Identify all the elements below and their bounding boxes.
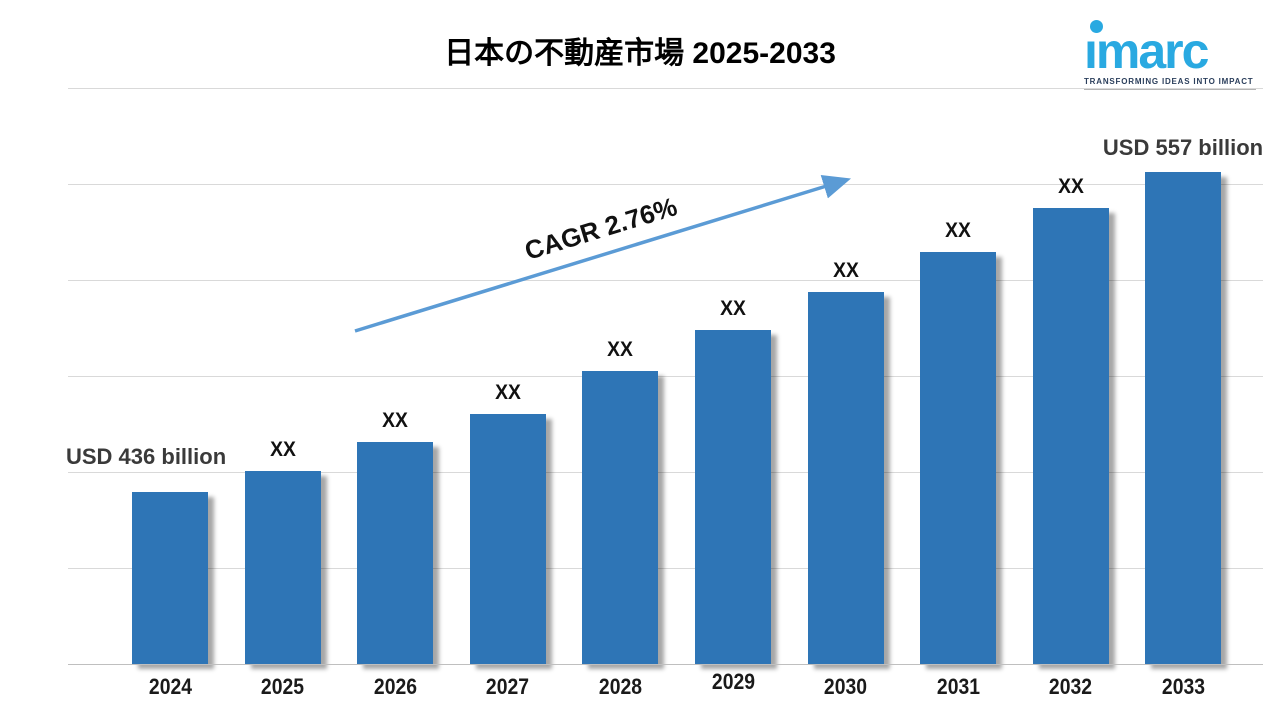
logo-i-dot-icon <box>1090 20 1103 33</box>
bar-2030 <box>807 292 884 664</box>
bar-2032 <box>1032 208 1109 664</box>
gridline <box>68 568 1263 569</box>
bar-2031 <box>920 252 997 664</box>
bar-2028 <box>582 371 659 664</box>
logo-tagline: TRANSFORMING IDEAS INTO IMPACT <box>1084 77 1254 86</box>
first-bar-value-label: USD 436 billion <box>66 444 227 469</box>
x-axis-label-2024: 2024 <box>148 674 192 699</box>
imarc-logo: ımarc TRANSFORMING IDEAS INTO IMPACT <box>1084 12 1264 90</box>
x-axis-label-2033: 2033 <box>1161 674 1205 699</box>
bar-value-label-2028: XX <box>607 338 634 361</box>
bar-2027 <box>469 414 546 664</box>
gridline <box>68 88 1263 89</box>
bar-2024 <box>132 492 208 664</box>
x-axis-line <box>68 664 1263 665</box>
bar-value-label-2032: XX <box>1057 175 1084 198</box>
bar-2026 <box>357 442 434 664</box>
cagr-trend-arrow-icon <box>354 174 852 333</box>
bar-value-label-2025: XX <box>269 438 296 461</box>
bar-value-label-2030: XX <box>832 259 859 282</box>
bar-value-label-2029: XX <box>720 297 746 320</box>
bar-2033 <box>1145 172 1222 664</box>
gridline <box>68 184 1263 185</box>
bar-value-label-2031: XX <box>945 219 972 242</box>
bar-2025 <box>244 471 321 664</box>
last-bar-value-label: USD 557 billion <box>1102 135 1264 160</box>
gridline <box>68 472 1263 473</box>
x-axis-label-2029: 2029 <box>711 669 755 694</box>
logo-underline <box>1084 89 1256 90</box>
gridline <box>68 376 1263 377</box>
x-axis-label-2032: 2032 <box>1049 674 1093 699</box>
gridline <box>68 280 1263 281</box>
x-axis-label-2027: 2027 <box>486 674 530 699</box>
bar-value-label-2026: XX <box>382 409 409 432</box>
x-axis-label-2025: 2025 <box>261 674 305 699</box>
x-axis-label-2028: 2028 <box>598 674 642 699</box>
x-axis-label-2031: 2031 <box>936 674 980 699</box>
chart-title: 日本の不動産市場 2025-2033 <box>444 37 836 70</box>
bar-2029 <box>695 330 771 664</box>
logo-brand-text: ımarc <box>1084 23 1209 79</box>
bar-value-label-2027: XX <box>494 381 521 404</box>
x-axis-label-2026: 2026 <box>373 674 417 699</box>
x-axis-label-2030: 2030 <box>824 674 868 699</box>
